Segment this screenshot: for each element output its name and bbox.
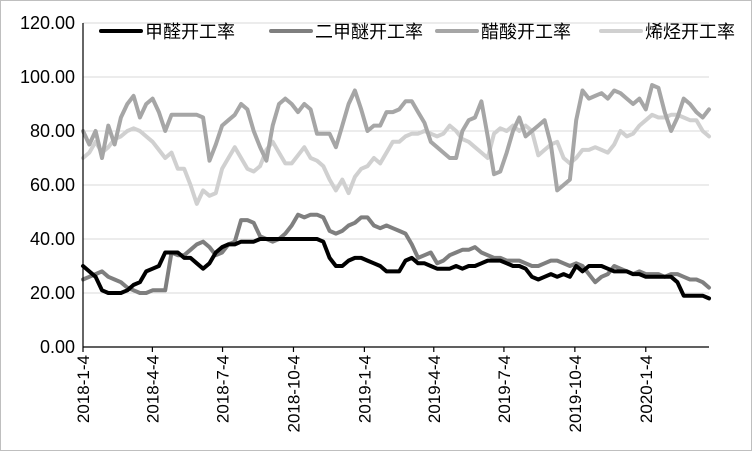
series-lines xyxy=(81,83,711,301)
x-tick-label: 2018-1-4 xyxy=(74,355,93,423)
legend: 甲醛开工率 二甲醚开工率 醋酸开工率 烯烃开工率 xyxy=(99,22,735,43)
y-tick-label: 0.00 xyxy=(40,337,75,357)
x-tick-label: 2019-7-4 xyxy=(495,355,514,423)
series-line-3 xyxy=(81,83,711,193)
x-tick-label: 2019-1-4 xyxy=(355,355,374,423)
series-line-4 xyxy=(81,112,711,206)
x-tick-label: 2018-4-4 xyxy=(143,355,162,423)
y-axis-tick-labels: 0.00 20.00 40.00 60.00 80.00 100.00 120.00 xyxy=(20,13,75,357)
y-tick-label: 20.00 xyxy=(30,283,75,303)
y-tick-label: 120.00 xyxy=(20,13,75,33)
x-tick-label: 2018-7-4 xyxy=(214,355,233,423)
legend-label: 二甲醚开工率 xyxy=(315,22,423,43)
legend-label: 甲醛开工率 xyxy=(145,22,235,43)
legend-label: 烯烃开工率 xyxy=(645,22,735,43)
y-tick-label: 100.00 xyxy=(20,67,75,87)
x-tick-label: 2019-4-4 xyxy=(425,355,444,423)
x-tick-label: 2020-1-4 xyxy=(637,355,656,423)
y-tick-label: 60.00 xyxy=(30,175,75,195)
series-line-2 xyxy=(81,212,711,295)
x-tick-label: 2018-10-4 xyxy=(284,355,303,433)
axes xyxy=(82,23,709,348)
gridlines xyxy=(83,22,709,294)
y-tick-label: 40.00 xyxy=(30,229,75,249)
legend-label: 醋酸开工率 xyxy=(481,22,571,43)
x-axis-tick-labels: 2018-1-4 2018-4-4 2018-7-4 2018-10-4 2019-1-… xyxy=(74,347,656,433)
x-tick-label: 2019-10-4 xyxy=(566,355,585,433)
series-line-1 xyxy=(81,237,711,301)
y-tick-label: 80.00 xyxy=(30,121,75,141)
